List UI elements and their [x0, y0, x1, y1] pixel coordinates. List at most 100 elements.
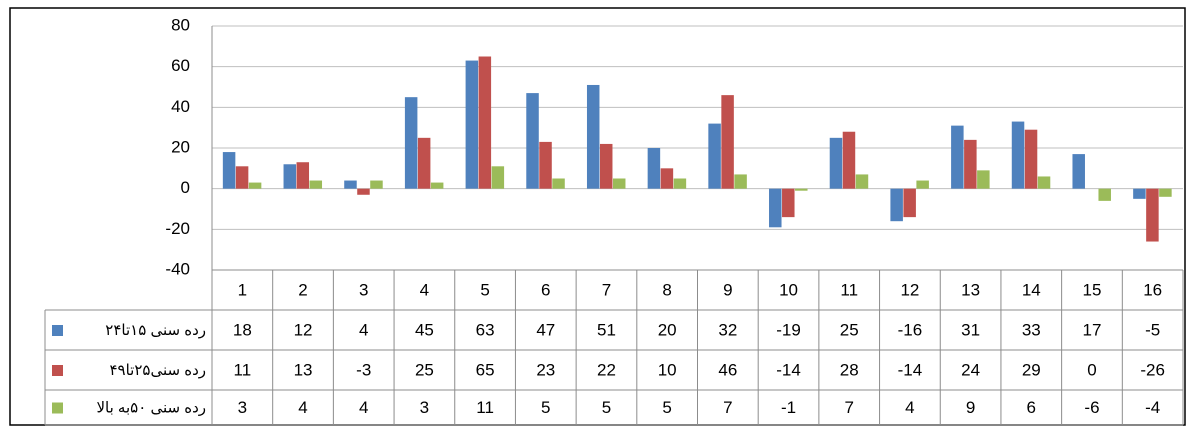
table-value: 23 — [536, 360, 555, 379]
x-tick-label: 3 — [359, 280, 368, 299]
y-tick-label: 60 — [171, 56, 190, 75]
table-value: -26 — [1140, 360, 1165, 379]
bar — [721, 95, 734, 189]
bar — [1011, 121, 1025, 189]
table-value: 46 — [718, 360, 737, 379]
bar — [586, 84, 600, 189]
table-value: 4 — [298, 398, 307, 417]
bar — [526, 93, 539, 189]
table-value: 29 — [1022, 360, 1041, 379]
table-value: 12 — [294, 320, 313, 339]
bar — [1133, 188, 1146, 199]
table-value: 10 — [658, 360, 677, 379]
x-tick-label: 9 — [723, 280, 732, 299]
table-value: 25 — [840, 320, 859, 339]
table-value: 6 — [1027, 398, 1036, 417]
bar — [465, 60, 479, 189]
table-value: 33 — [1022, 320, 1041, 339]
table-value: 32 — [718, 320, 737, 339]
bar — [769, 188, 782, 228]
bar — [916, 180, 929, 189]
y-tick-label: 0 — [181, 178, 190, 197]
bar — [222, 152, 236, 189]
table-value: 47 — [536, 320, 555, 339]
bar — [357, 188, 370, 195]
y-tick-label: 20 — [171, 137, 190, 156]
table-value: -14 — [898, 360, 923, 379]
table-value: -19 — [776, 320, 801, 339]
table-value: 24 — [961, 360, 980, 379]
bar — [951, 125, 964, 189]
legend-swatch — [52, 325, 63, 336]
legend-label: رده سنی ۵۰به بالا — [96, 399, 206, 416]
bar — [734, 174, 747, 189]
table-value: 18 — [233, 320, 252, 339]
x-tick-label: 2 — [298, 280, 307, 299]
bar — [1037, 176, 1051, 189]
table-value: 20 — [658, 320, 677, 339]
table-value: 63 — [476, 320, 495, 339]
legend-label: رده سنی۲۵تا۴۹ — [109, 362, 206, 379]
bar — [235, 166, 249, 189]
bar — [842, 131, 856, 189]
x-tick-label: 6 — [541, 280, 550, 299]
table-value: 28 — [840, 360, 859, 379]
x-tick-label: 12 — [900, 280, 919, 299]
table-value: -5 — [1145, 320, 1160, 339]
y-tick-label: 80 — [171, 15, 190, 34]
bar — [612, 178, 626, 189]
table-value: -3 — [356, 360, 371, 379]
bar — [782, 188, 795, 218]
table-value: 17 — [1083, 320, 1102, 339]
bar — [708, 123, 721, 189]
table-value: 65 — [476, 360, 495, 379]
table-value: -4 — [1145, 398, 1160, 417]
bar — [1024, 129, 1038, 189]
x-tick-label: 13 — [961, 280, 980, 299]
bar — [829, 137, 843, 189]
bar — [964, 139, 977, 189]
bar — [404, 97, 418, 189]
table-value: 31 — [961, 320, 980, 339]
bar — [647, 148, 661, 189]
bar — [370, 180, 383, 189]
bar — [673, 178, 687, 189]
x-tick-label: 8 — [662, 280, 671, 299]
table-value: 13 — [294, 360, 313, 379]
bar — [552, 178, 565, 189]
x-tick-label: 15 — [1083, 280, 1102, 299]
table-value: 11 — [476, 398, 494, 417]
bar — [430, 182, 444, 189]
bar — [248, 182, 262, 189]
x-tick-label: 7 — [602, 280, 611, 299]
x-tick-label: 5 — [480, 280, 489, 299]
x-tick-label: 16 — [1143, 280, 1162, 299]
bar — [855, 174, 869, 189]
bar — [344, 180, 357, 189]
x-tick-label: 4 — [420, 280, 429, 299]
x-tick-label: 11 — [840, 280, 858, 299]
y-tick-label: -40 — [165, 259, 190, 278]
table-value: 3 — [420, 398, 429, 417]
table-value: -14 — [776, 360, 801, 379]
table-value: 5 — [662, 398, 671, 417]
bar — [309, 180, 323, 189]
bar — [1098, 188, 1111, 201]
table-value: 25 — [415, 360, 434, 379]
x-tick-label: 10 — [779, 280, 798, 299]
table-value: 51 — [597, 320, 616, 339]
table-value: 4 — [359, 320, 368, 339]
bar — [977, 170, 990, 189]
table-value: 9 — [966, 398, 975, 417]
legend-label: رده سنی ۱۵تا۲۴ — [105, 322, 206, 339]
legend-swatch — [52, 365, 63, 376]
legend-swatch — [52, 402, 63, 414]
bar — [1072, 154, 1085, 189]
y-tick-label: 40 — [171, 97, 190, 116]
table-value: 7 — [723, 398, 732, 417]
table-value: -1 — [781, 398, 796, 417]
bar — [417, 137, 431, 189]
table-value: 4 — [905, 398, 914, 417]
bar — [478, 56, 492, 189]
